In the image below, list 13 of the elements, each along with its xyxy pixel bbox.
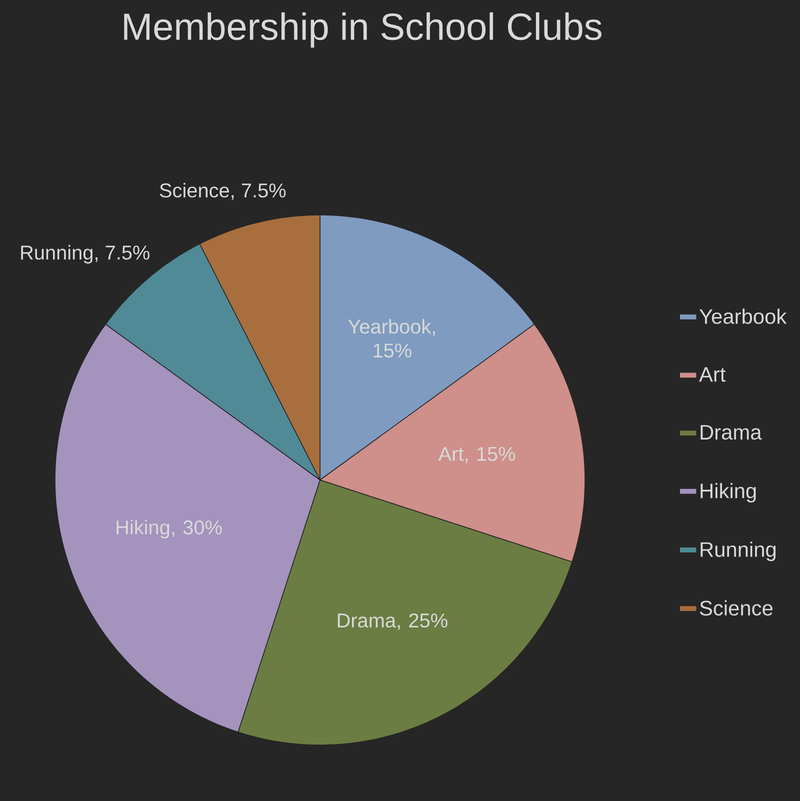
data-label: Running, 7.5%	[21, 245, 150, 264]
legend-label: Running	[700, 542, 776, 562]
legend-label: Drama	[700, 425, 762, 440]
legend-label: Yearbook	[699, 308, 787, 324]
data-label: Art, 15%	[438, 446, 516, 464]
legend-label: Art	[699, 367, 726, 382]
legend-label: Hiking	[700, 482, 756, 502]
data-label: Drama, 25%	[338, 613, 448, 630]
chart-title: Membership in School Clubs	[124, 12, 602, 48]
legend-label: Science	[700, 600, 772, 616]
data-label: Science, 7.5%	[160, 182, 286, 200]
data-label: Yearbook, 15%	[348, 319, 435, 358]
data-label: Hiking, 30%	[116, 520, 222, 538]
